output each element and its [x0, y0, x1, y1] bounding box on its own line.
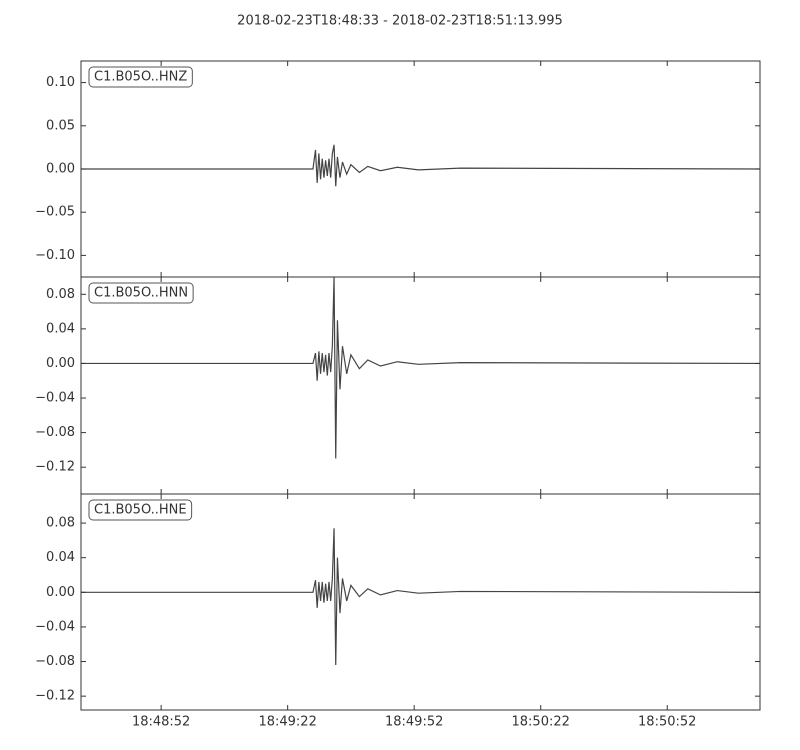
waveform [81, 277, 760, 459]
trace-label-box [88, 66, 193, 88]
panel [81, 277, 760, 459]
x-tick-label: 18:49:22 [258, 715, 316, 730]
y-tick-label: −0.05 [35, 205, 75, 220]
y-tick-label: −0.04 [35, 619, 75, 634]
x-tick-label: 18:50:52 [638, 715, 696, 730]
y-tick-label: −0.10 [35, 248, 75, 263]
y-tick-label: −0.12 [35, 689, 75, 704]
x-tick-label: 18:50:22 [512, 715, 570, 730]
y-tick-label: −0.04 [35, 391, 75, 406]
y-tick-label: −0.12 [35, 460, 75, 475]
trace-label: C1.B05O..HNE [94, 503, 187, 518]
trace-label: C1.B05O..HNN [94, 286, 188, 301]
y-tick-label: 0.00 [46, 585, 75, 600]
x-tick-label: 18:48:52 [132, 715, 190, 730]
y-tick-label: −0.08 [35, 654, 75, 669]
y-tick-label: 0.00 [46, 356, 75, 371]
y-tick-label: −0.08 [35, 425, 75, 440]
panel [81, 144, 760, 187]
figure-title: 2018-02-23T18:48:33 - 2018-02-23T18:51:1… [237, 14, 563, 29]
waveform [81, 528, 760, 666]
y-tick-label: 0.08 [46, 287, 75, 302]
waveform [81, 144, 760, 187]
trace-label-box [88, 282, 194, 304]
y-tick-label: 0.00 [46, 162, 75, 177]
x-tick-label: 18:49:52 [385, 715, 443, 730]
y-tick-label: 0.10 [46, 75, 75, 90]
panel [81, 528, 760, 666]
plot-frame [80, 493, 761, 711]
y-tick-label: 0.04 [46, 550, 75, 565]
y-tick-label: 0.08 [46, 516, 75, 531]
y-tick-label: 0.04 [46, 321, 75, 336]
y-tick-label: 0.05 [46, 118, 75, 133]
trace-label: C1.B05O..HNZ [94, 70, 187, 85]
trace-label-box [88, 499, 193, 521]
